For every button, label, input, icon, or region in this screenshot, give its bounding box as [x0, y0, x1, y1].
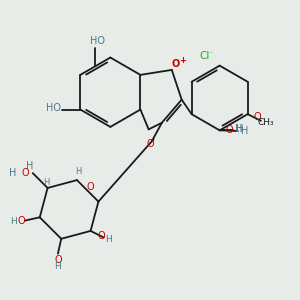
Text: O: O: [146, 139, 154, 149]
Text: HO: HO: [89, 36, 104, 46]
Text: O: O: [86, 182, 94, 192]
Text: O: O: [226, 125, 233, 135]
Text: HO: HO: [46, 103, 61, 113]
Text: Cl: Cl: [200, 51, 210, 61]
Text: H: H: [10, 217, 17, 226]
Text: O: O: [17, 216, 25, 226]
Text: H: H: [26, 161, 33, 172]
Text: O: O: [22, 168, 29, 178]
Text: H: H: [55, 262, 61, 271]
Text: H: H: [9, 168, 16, 178]
Text: H: H: [236, 124, 244, 134]
Text: H: H: [105, 235, 112, 244]
Text: H: H: [235, 124, 242, 134]
Text: +: +: [179, 56, 186, 64]
Text: O: O: [172, 59, 180, 69]
Text: ⁻: ⁻: [208, 49, 213, 58]
Text: CH₃: CH₃: [257, 118, 274, 127]
Text: H: H: [75, 167, 82, 176]
Text: O: O: [97, 231, 105, 241]
Text: H: H: [241, 126, 248, 136]
Text: H: H: [43, 178, 49, 187]
Text: O: O: [254, 112, 261, 122]
Text: O: O: [54, 255, 62, 265]
